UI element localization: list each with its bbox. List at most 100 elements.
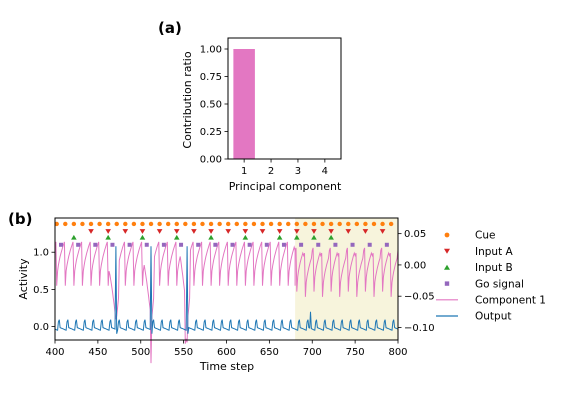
panel-a-label: (a) <box>158 19 182 37</box>
x-tick-label: 500 <box>131 347 150 358</box>
cue-marker <box>303 221 308 227</box>
cue-marker <box>234 221 239 227</box>
go-signal-marker <box>59 242 64 247</box>
y-tick-label: 0.5 <box>33 285 49 296</box>
y2-tick-label: −0.10 <box>404 323 435 334</box>
cue-marker <box>148 221 154 227</box>
panel-b-label: (b) <box>8 210 32 228</box>
input-a-marker <box>225 229 232 234</box>
cue-marker <box>260 221 265 227</box>
x-tick-label: 2 <box>268 166 274 177</box>
cue-marker <box>71 221 77 227</box>
legend-input-a-marker <box>444 248 450 254</box>
y-tick-label: 0.50 <box>200 100 222 111</box>
input-b-marker <box>105 234 111 240</box>
legend-item: Cue <box>444 230 495 242</box>
y-tick-label: 0.25 <box>200 127 222 138</box>
cue-marker <box>294 221 300 227</box>
cue-marker <box>388 221 394 227</box>
input-a-marker <box>173 229 180 234</box>
legend-item: Input B <box>444 262 513 274</box>
cue-marker <box>346 221 351 227</box>
input-b-marker <box>242 234 249 240</box>
legend-label: Go signal <box>475 278 524 290</box>
input-b-marker <box>173 234 180 240</box>
input-b-marker <box>294 234 300 240</box>
y-tick-label: 1.00 <box>200 45 222 56</box>
input-a-marker <box>191 229 197 234</box>
legend-item: Output <box>436 311 511 323</box>
cue-marker <box>243 221 248 227</box>
input-a-marker <box>345 229 352 234</box>
y-tick-label: 0.00 <box>200 155 222 166</box>
cue-marker <box>54 221 59 227</box>
legend-label: Output <box>475 311 511 323</box>
go-signal-marker <box>179 242 184 247</box>
go-signal-marker <box>144 242 149 247</box>
input-a-marker <box>122 229 129 234</box>
input-a-marker <box>105 229 111 234</box>
input-a-marker <box>259 229 266 234</box>
cue-marker <box>217 221 222 227</box>
cue-marker <box>328 221 334 227</box>
cue-marker <box>80 221 85 227</box>
legend-label: Component 1 <box>475 295 546 307</box>
panel-b-y-axis-label: Activity <box>17 258 30 300</box>
go-signal-marker <box>161 242 166 247</box>
panel-a-plot: 0.00 0.25 0.50 0.75 1.00 1 2 3 4 <box>200 37 342 177</box>
x-tick-label: 450 <box>88 347 107 358</box>
cue-marker <box>208 221 214 227</box>
go-signal-marker <box>213 242 218 247</box>
cue-marker <box>140 221 145 227</box>
x-tick-label: 600 <box>217 347 236 358</box>
x-tick-label: 700 <box>303 347 322 358</box>
cue-marker <box>183 221 188 227</box>
cue-marker <box>380 221 385 227</box>
input-a-marker <box>328 229 334 234</box>
legend-item: Component 1 <box>436 295 546 307</box>
go-signal-marker <box>316 242 321 247</box>
go-signal-marker <box>367 242 372 247</box>
go-signal-marker <box>247 242 252 247</box>
go-signal-marker <box>350 242 355 247</box>
cue-marker <box>320 221 325 227</box>
x-tick-label: 800 <box>388 347 407 358</box>
cue-marker <box>226 221 231 227</box>
cue-marker <box>191 221 197 227</box>
cue-marker <box>354 221 360 227</box>
input-a-marker <box>379 229 386 234</box>
cue-marker <box>165 221 171 227</box>
y-tick-label: 0.0 <box>33 322 49 333</box>
cue-marker <box>200 221 205 227</box>
cue-marker <box>311 221 317 227</box>
legend-item: Go signal <box>444 278 524 290</box>
legend-label: Input A <box>475 246 514 258</box>
cue-marker <box>251 221 257 227</box>
legend-item: Input A <box>444 246 514 258</box>
cue-marker <box>63 221 68 227</box>
go-signal-marker <box>76 242 81 247</box>
x-tick-label: 4 <box>322 166 328 177</box>
input-a-marker <box>294 229 300 234</box>
input-a-marker <box>88 229 94 234</box>
cue-marker <box>114 221 119 227</box>
go-signal-marker <box>384 242 389 247</box>
input-b-marker <box>139 234 146 240</box>
bar-pc-1 <box>233 49 255 159</box>
input-a-marker <box>139 229 146 234</box>
go-signal-marker <box>281 242 286 247</box>
input-b-marker <box>276 234 283 240</box>
panel-a-frame <box>227 37 342 160</box>
legend-go-marker <box>444 281 450 286</box>
x-tick-label: 750 <box>346 347 365 358</box>
y2-tick-label: −0.05 <box>404 292 435 303</box>
legend-label: Cue <box>475 230 495 242</box>
cue-marker <box>157 221 162 227</box>
x-tick-label: 550 <box>174 347 193 358</box>
go-signal-marker <box>110 242 115 247</box>
input-b-marker <box>71 234 77 240</box>
go-signal-marker <box>93 242 98 247</box>
input-a-marker <box>242 229 249 234</box>
cue-marker <box>123 221 128 227</box>
